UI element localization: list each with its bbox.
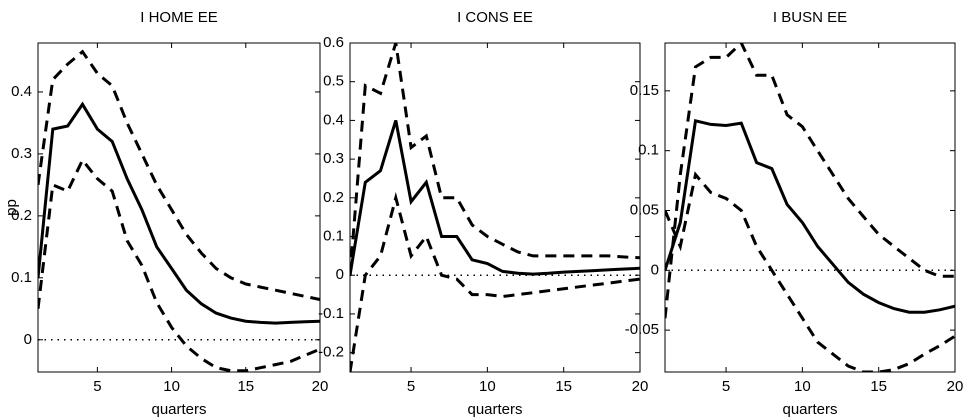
x-tick-label: 10: [479, 378, 496, 395]
x-tick-label: 15: [870, 378, 887, 395]
panel: I HOME EE quarters pp 0 0.1 0.2 0.3 0.4 5 10 15 20: [3, 9, 328, 418]
response-line: [665, 118, 955, 314]
y-tick-label: 0.3: [323, 150, 344, 167]
y-tick-label: 0.2: [323, 189, 344, 206]
y-tick-label: 0.2: [11, 207, 32, 224]
y-tick-label: -0.05: [625, 321, 659, 338]
x-tick-label: 10: [794, 378, 811, 395]
plot-frame: [349, 42, 641, 373]
x-tick-label: 10: [163, 378, 180, 395]
y-tick-label: 0: [24, 331, 32, 348]
y-tick-label: 0: [651, 261, 659, 278]
plot-frame: [37, 42, 321, 373]
x-tick-label: 20: [312, 378, 329, 395]
x-tick-label: 5: [722, 378, 730, 395]
plot-frame: [664, 42, 956, 373]
panel: I CONS EE quarters -0.2 -0.1 0 0.1 0.2 0.3 0.4 0.…: [318, 9, 648, 418]
x-tick-label: 5: [407, 378, 415, 395]
y-tick-label: 0.15: [630, 82, 659, 99]
response-line: [38, 49, 320, 301]
y-tick-label: -0.1: [318, 305, 344, 322]
x-tick-label: 5: [93, 378, 101, 395]
response-line: [350, 191, 640, 372]
response-line: [350, 43, 640, 276]
x-axis-label: quarters: [467, 401, 522, 418]
y-tick-label: 0.1: [11, 269, 32, 286]
x-axis-label: quarters: [151, 401, 206, 418]
x-axis-label: quarters: [782, 401, 837, 418]
x-tick-label: 20: [947, 378, 964, 395]
x-tick-label: 15: [555, 378, 572, 395]
response-line: [665, 43, 955, 319]
panel-title: I CONS EE: [457, 9, 533, 26]
panel: I BUSN EE quarters -0.05 0 0.05 0.1 0.15 5 10 15 2…: [625, 9, 964, 418]
y-tick-label: -0.2: [318, 344, 344, 361]
response-line: [38, 101, 320, 325]
y-tick-label: 0.1: [323, 227, 344, 244]
panel-title: I BUSN EE: [773, 9, 847, 26]
x-tick-label: 20: [632, 378, 649, 395]
y-tick-label: 0: [336, 266, 344, 283]
y-tick-label: 0.3: [11, 145, 32, 162]
response-line: [350, 119, 640, 276]
y-tick-label: 0.6: [323, 34, 344, 51]
y-tick-label: 0.5: [323, 73, 344, 90]
y-axis-label: pp: [3, 199, 20, 216]
x-tick-label: 15: [237, 378, 254, 395]
panel-title: I HOME EE: [140, 9, 218, 26]
y-tick-label: 0.4: [11, 83, 32, 100]
y-tick-label: 0.4: [323, 111, 344, 128]
response-line: [38, 157, 320, 372]
y-tick-label: 0.05: [630, 201, 659, 218]
y-tick-label: 0.1: [638, 142, 659, 159]
response-line: [665, 171, 955, 372]
